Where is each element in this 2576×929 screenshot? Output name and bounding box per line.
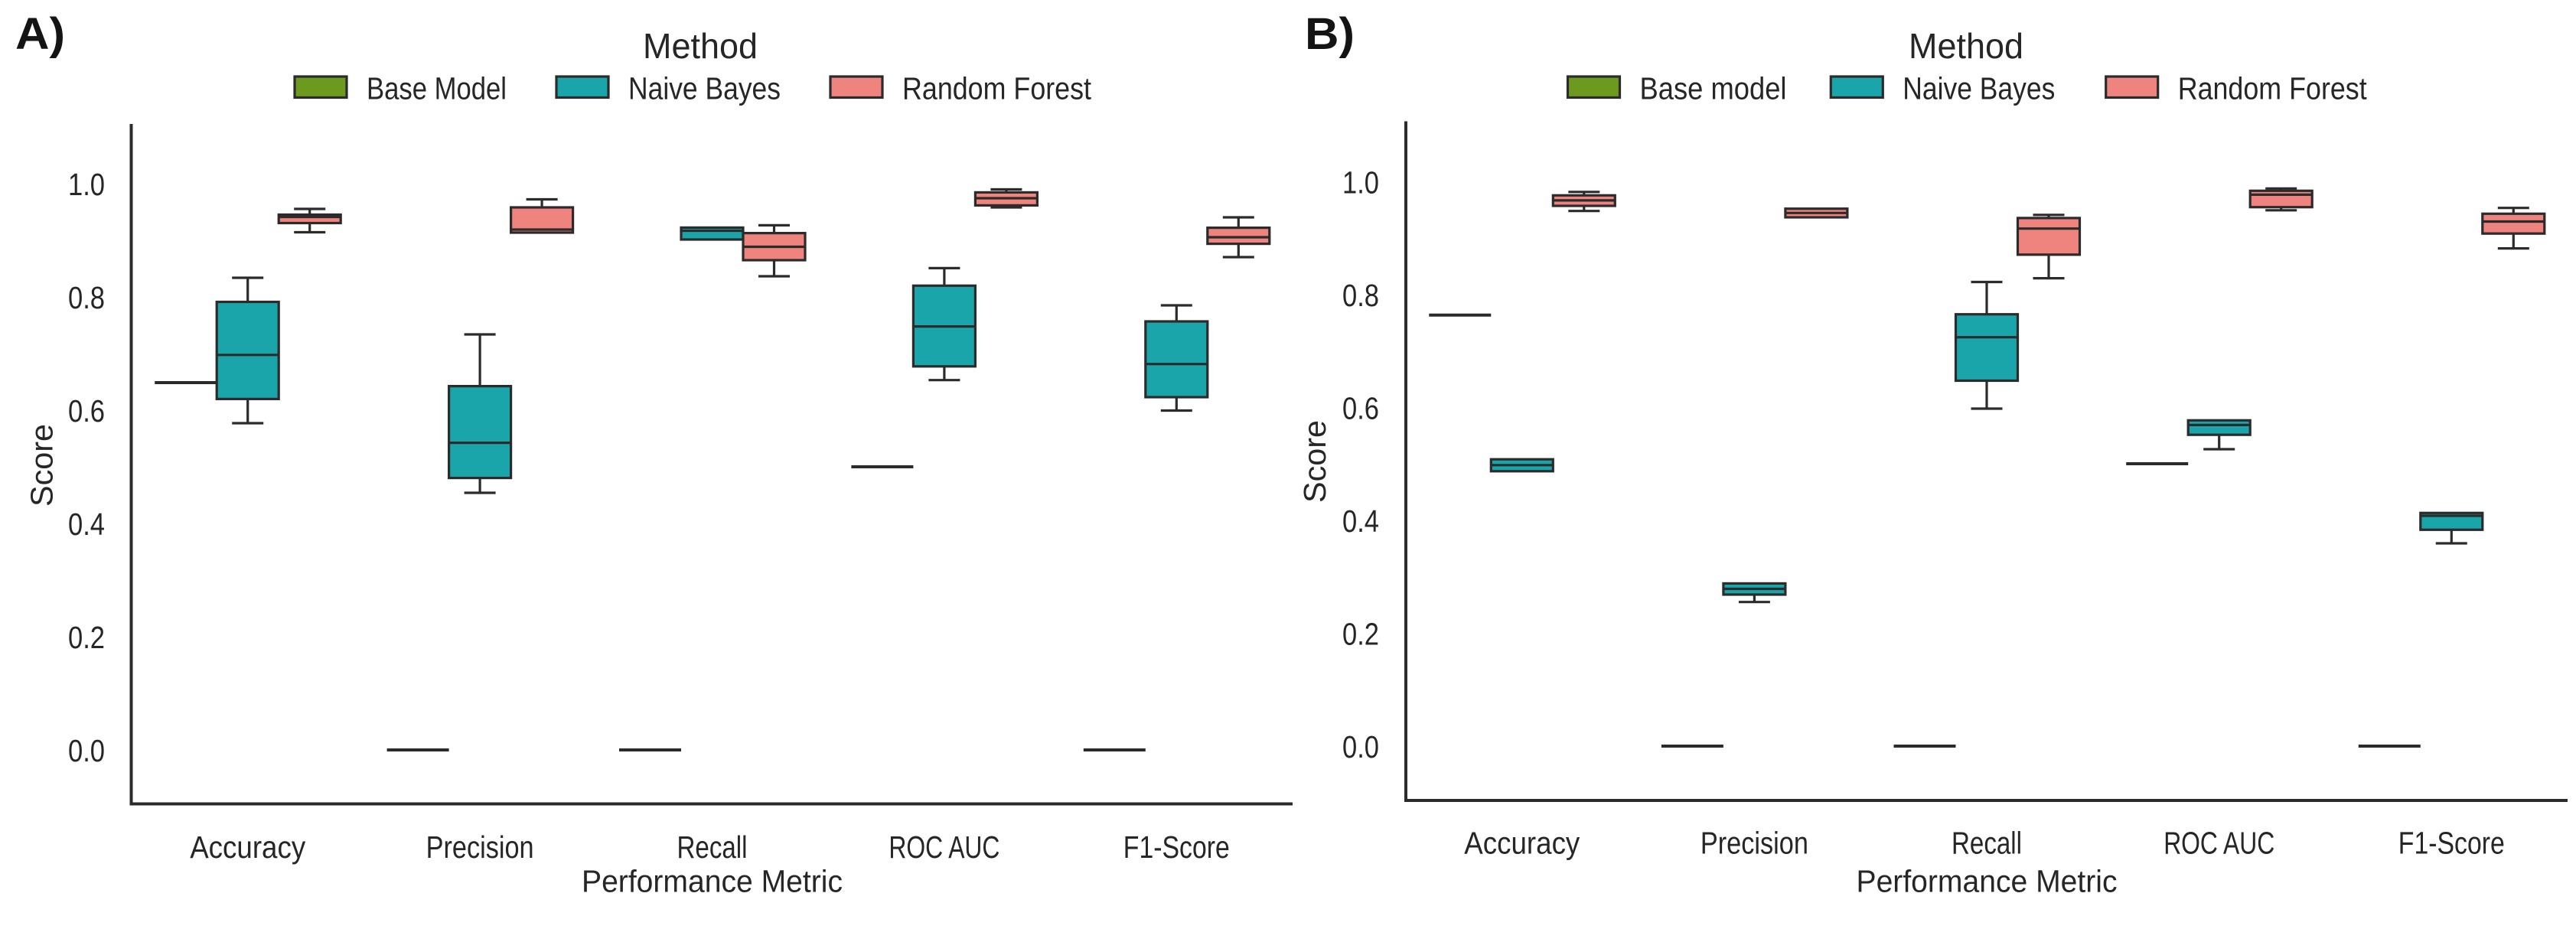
svg-text:Score: Score	[1297, 420, 1332, 503]
svg-text:Naive Bayes: Naive Bayes	[628, 71, 781, 106]
svg-text:Score: Score	[24, 424, 60, 507]
svg-text:Precision: Precision	[1700, 826, 1808, 861]
svg-text:0.4: 0.4	[68, 507, 105, 542]
svg-text:0.2: 0.2	[1342, 617, 1379, 652]
svg-text:Accuracy: Accuracy	[190, 830, 305, 865]
svg-text:B): B)	[1305, 9, 1355, 59]
svg-text:Recall: Recall	[677, 830, 748, 865]
svg-text:A): A)	[15, 9, 65, 59]
svg-text:Precision: Precision	[426, 830, 534, 865]
svg-text:Random Forest: Random Forest	[902, 71, 1092, 106]
svg-text:Recall: Recall	[1952, 826, 2022, 861]
svg-text:0.6: 0.6	[68, 393, 105, 429]
svg-text:Performance Metric: Performance Metric	[1857, 863, 2118, 898]
svg-text:0.6: 0.6	[1342, 390, 1379, 425]
svg-text:ROC AUC: ROC AUC	[2164, 826, 2274, 861]
svg-text:F1-Score: F1-Score	[1123, 830, 1230, 865]
svg-text:1.0: 1.0	[68, 167, 105, 202]
svg-text:Base Model: Base Model	[367, 71, 507, 106]
svg-text:ROC AUC: ROC AUC	[889, 830, 999, 865]
svg-text:0.2: 0.2	[68, 620, 105, 655]
svg-text:0.8: 0.8	[1342, 278, 1379, 313]
svg-text:Random Forest: Random Forest	[2178, 71, 2368, 106]
svg-text:Performance Metric: Performance Metric	[582, 863, 843, 898]
svg-text:Method: Method	[643, 26, 758, 66]
svg-text:Method: Method	[1909, 26, 2023, 66]
svg-text:0.0: 0.0	[68, 733, 105, 768]
svg-text:0.8: 0.8	[68, 280, 105, 315]
svg-text:0.0: 0.0	[1342, 729, 1379, 764]
svg-text:0.4: 0.4	[1342, 504, 1379, 539]
svg-text:Accuracy: Accuracy	[1464, 826, 1580, 861]
svg-text:Base model: Base model	[1640, 71, 1787, 106]
svg-text:1.0: 1.0	[1342, 165, 1379, 200]
svg-text:Naive Bayes: Naive Bayes	[1903, 71, 2055, 106]
svg-text:F1-Score: F1-Score	[2398, 826, 2505, 861]
